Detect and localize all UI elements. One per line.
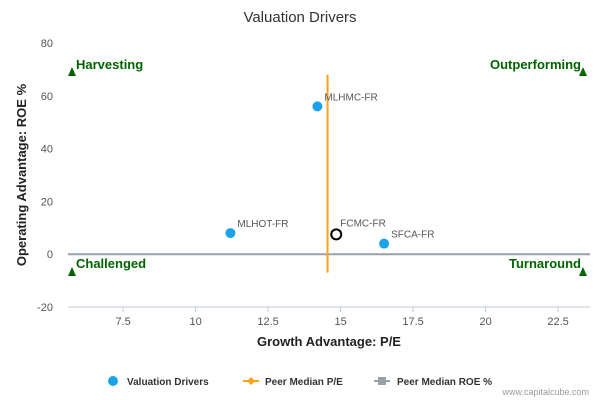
x-tick-label: 10 xyxy=(189,316,201,328)
data-points: MLHMC-FR MLHOT-FR SFCA-FR FCMC-FR xyxy=(225,92,434,249)
data-point-mlhmc-fr[interactable] xyxy=(312,101,323,112)
quadrant-label-outperforming: Outperforming xyxy=(490,57,581,72)
data-point-label: MLHOT-FR xyxy=(237,219,288,230)
y-axis-label: Operating Advantage: ROE % xyxy=(14,83,29,266)
quadrant-label-harvesting: Harvesting xyxy=(76,57,143,72)
data-point-label: SFCA-FR xyxy=(391,230,434,241)
quadrant-marker-bottom-left xyxy=(68,267,76,276)
legend-peer-median-roe[interactable]: Peer Median ROE % xyxy=(397,377,492,388)
legend-valuation-drivers[interactable]: Valuation Drivers xyxy=(127,377,209,388)
credit-text[interactable]: www.capitalcube.com xyxy=(501,387,589,397)
quadrant-marker-top-right xyxy=(579,67,587,76)
x-axis-ticks: 7.5 10 12.5 15 17.5 20 22.5 xyxy=(115,316,568,328)
data-point-sfca-fr[interactable] xyxy=(379,238,390,249)
legend: Valuation Drivers Peer Median P/E Peer M… xyxy=(108,376,492,388)
x-tick-label: 12.5 xyxy=(257,316,278,328)
legend-valuation-drivers-icon[interactable] xyxy=(108,376,118,386)
highlighted-point-fcmc-fr[interactable] xyxy=(330,228,343,241)
y-axis-ticks: -20 0 20 40 60 80 xyxy=(37,38,53,314)
x-tick-label: 15 xyxy=(334,316,346,328)
y-tick-label: 0 xyxy=(47,249,53,261)
quadrant-label-challenged: Challenged xyxy=(76,256,146,271)
x-tick-label: 17.5 xyxy=(402,316,423,328)
quadrant-marker-bottom-right xyxy=(579,267,587,276)
highlighted-point-label: FCMC-FR xyxy=(340,218,386,229)
x-tick-label: 7.5 xyxy=(115,316,130,328)
y-tick-label: 80 xyxy=(41,38,53,50)
y-tick-label: 40 xyxy=(41,144,53,156)
x-tick-label: 20 xyxy=(479,316,491,328)
legend-peer-median-pe-diamond-icon[interactable] xyxy=(247,377,255,385)
data-point-label: MLHMC-FR xyxy=(324,92,377,103)
y-tick-label: 20 xyxy=(41,196,53,208)
y-tick-label: -20 xyxy=(37,302,53,314)
legend-peer-median-roe-square-icon[interactable] xyxy=(378,377,386,385)
quadrant-labels: Harvesting Outperforming Challenged Turn… xyxy=(68,57,587,276)
data-point-mlhot-fr[interactable] xyxy=(225,228,236,239)
x-axis-tick-marks xyxy=(122,307,559,312)
quadrant-marker-top-left xyxy=(68,67,76,76)
y-tick-label: 60 xyxy=(41,91,53,103)
chart-title: Valuation Drivers xyxy=(243,9,356,26)
x-axis-label: Growth Advantage: P/E xyxy=(257,334,401,349)
quadrant-label-turnaround: Turnaround xyxy=(509,256,581,271)
x-tick-label: 22.5 xyxy=(547,316,568,328)
legend-peer-median-pe[interactable]: Peer Median P/E xyxy=(265,377,343,388)
